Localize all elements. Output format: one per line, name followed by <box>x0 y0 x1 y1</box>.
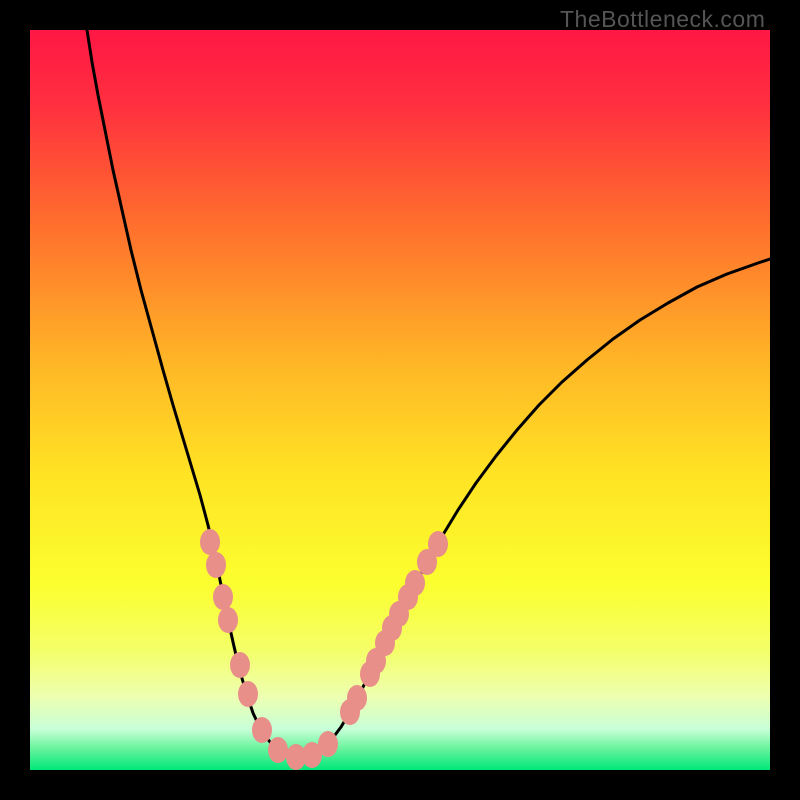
data-point <box>238 681 258 707</box>
plot-area <box>30 30 770 770</box>
watermark-text: TheBottleneck.com <box>560 6 765 33</box>
data-point <box>200 529 220 555</box>
data-point <box>218 607 238 633</box>
data-point <box>252 717 272 743</box>
data-point <box>230 652 250 678</box>
data-point <box>318 731 338 757</box>
data-point <box>428 531 448 557</box>
data-point <box>213 584 233 610</box>
data-point <box>206 552 226 578</box>
gradient-background <box>30 30 770 770</box>
data-point <box>405 570 425 596</box>
chart-svg <box>30 30 770 770</box>
data-point <box>268 737 288 763</box>
data-point <box>347 685 367 711</box>
